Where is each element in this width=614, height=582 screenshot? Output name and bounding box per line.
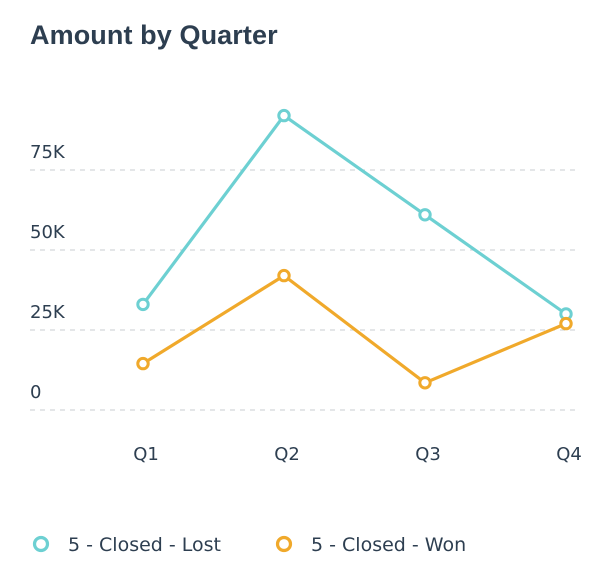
chart-title: Amount by Quarter [30, 20, 278, 50]
legend-label: 5 - Closed - Won [311, 534, 466, 556]
y-tick-label: 0 [30, 382, 41, 403]
legend-label: 5 - Closed - Lost [68, 534, 221, 556]
y-axis-ticks: 0 25K 50K 75K [30, 142, 66, 403]
gridlines [30, 169, 580, 411]
x-axis-ticks: Q1 Q2 Q3 Q4 [133, 444, 582, 465]
series-line [141, 113, 568, 316]
x-tick-label: Q2 [274, 444, 300, 465]
series-lines [136, 108, 573, 390]
legend-marker [32, 535, 50, 553]
data-point [136, 356, 150, 371]
x-tick-label: Q4 [556, 444, 582, 465]
y-tick-label: 50K [30, 222, 66, 243]
data-point [559, 316, 573, 331]
data-point [418, 208, 432, 222]
y-tick-label: 75K [30, 142, 66, 163]
data-point [136, 297, 150, 312]
series-line [141, 274, 568, 385]
x-tick-label: Q1 [133, 444, 159, 465]
data-point [277, 108, 291, 123]
y-tick-label: 25K [30, 302, 66, 323]
legend: 5 - Closed - Lost 5 - Closed - Won [32, 534, 466, 556]
data-point [418, 376, 432, 390]
data-point [277, 268, 291, 283]
legend-marker [275, 535, 293, 553]
x-tick-label: Q3 [415, 444, 441, 465]
